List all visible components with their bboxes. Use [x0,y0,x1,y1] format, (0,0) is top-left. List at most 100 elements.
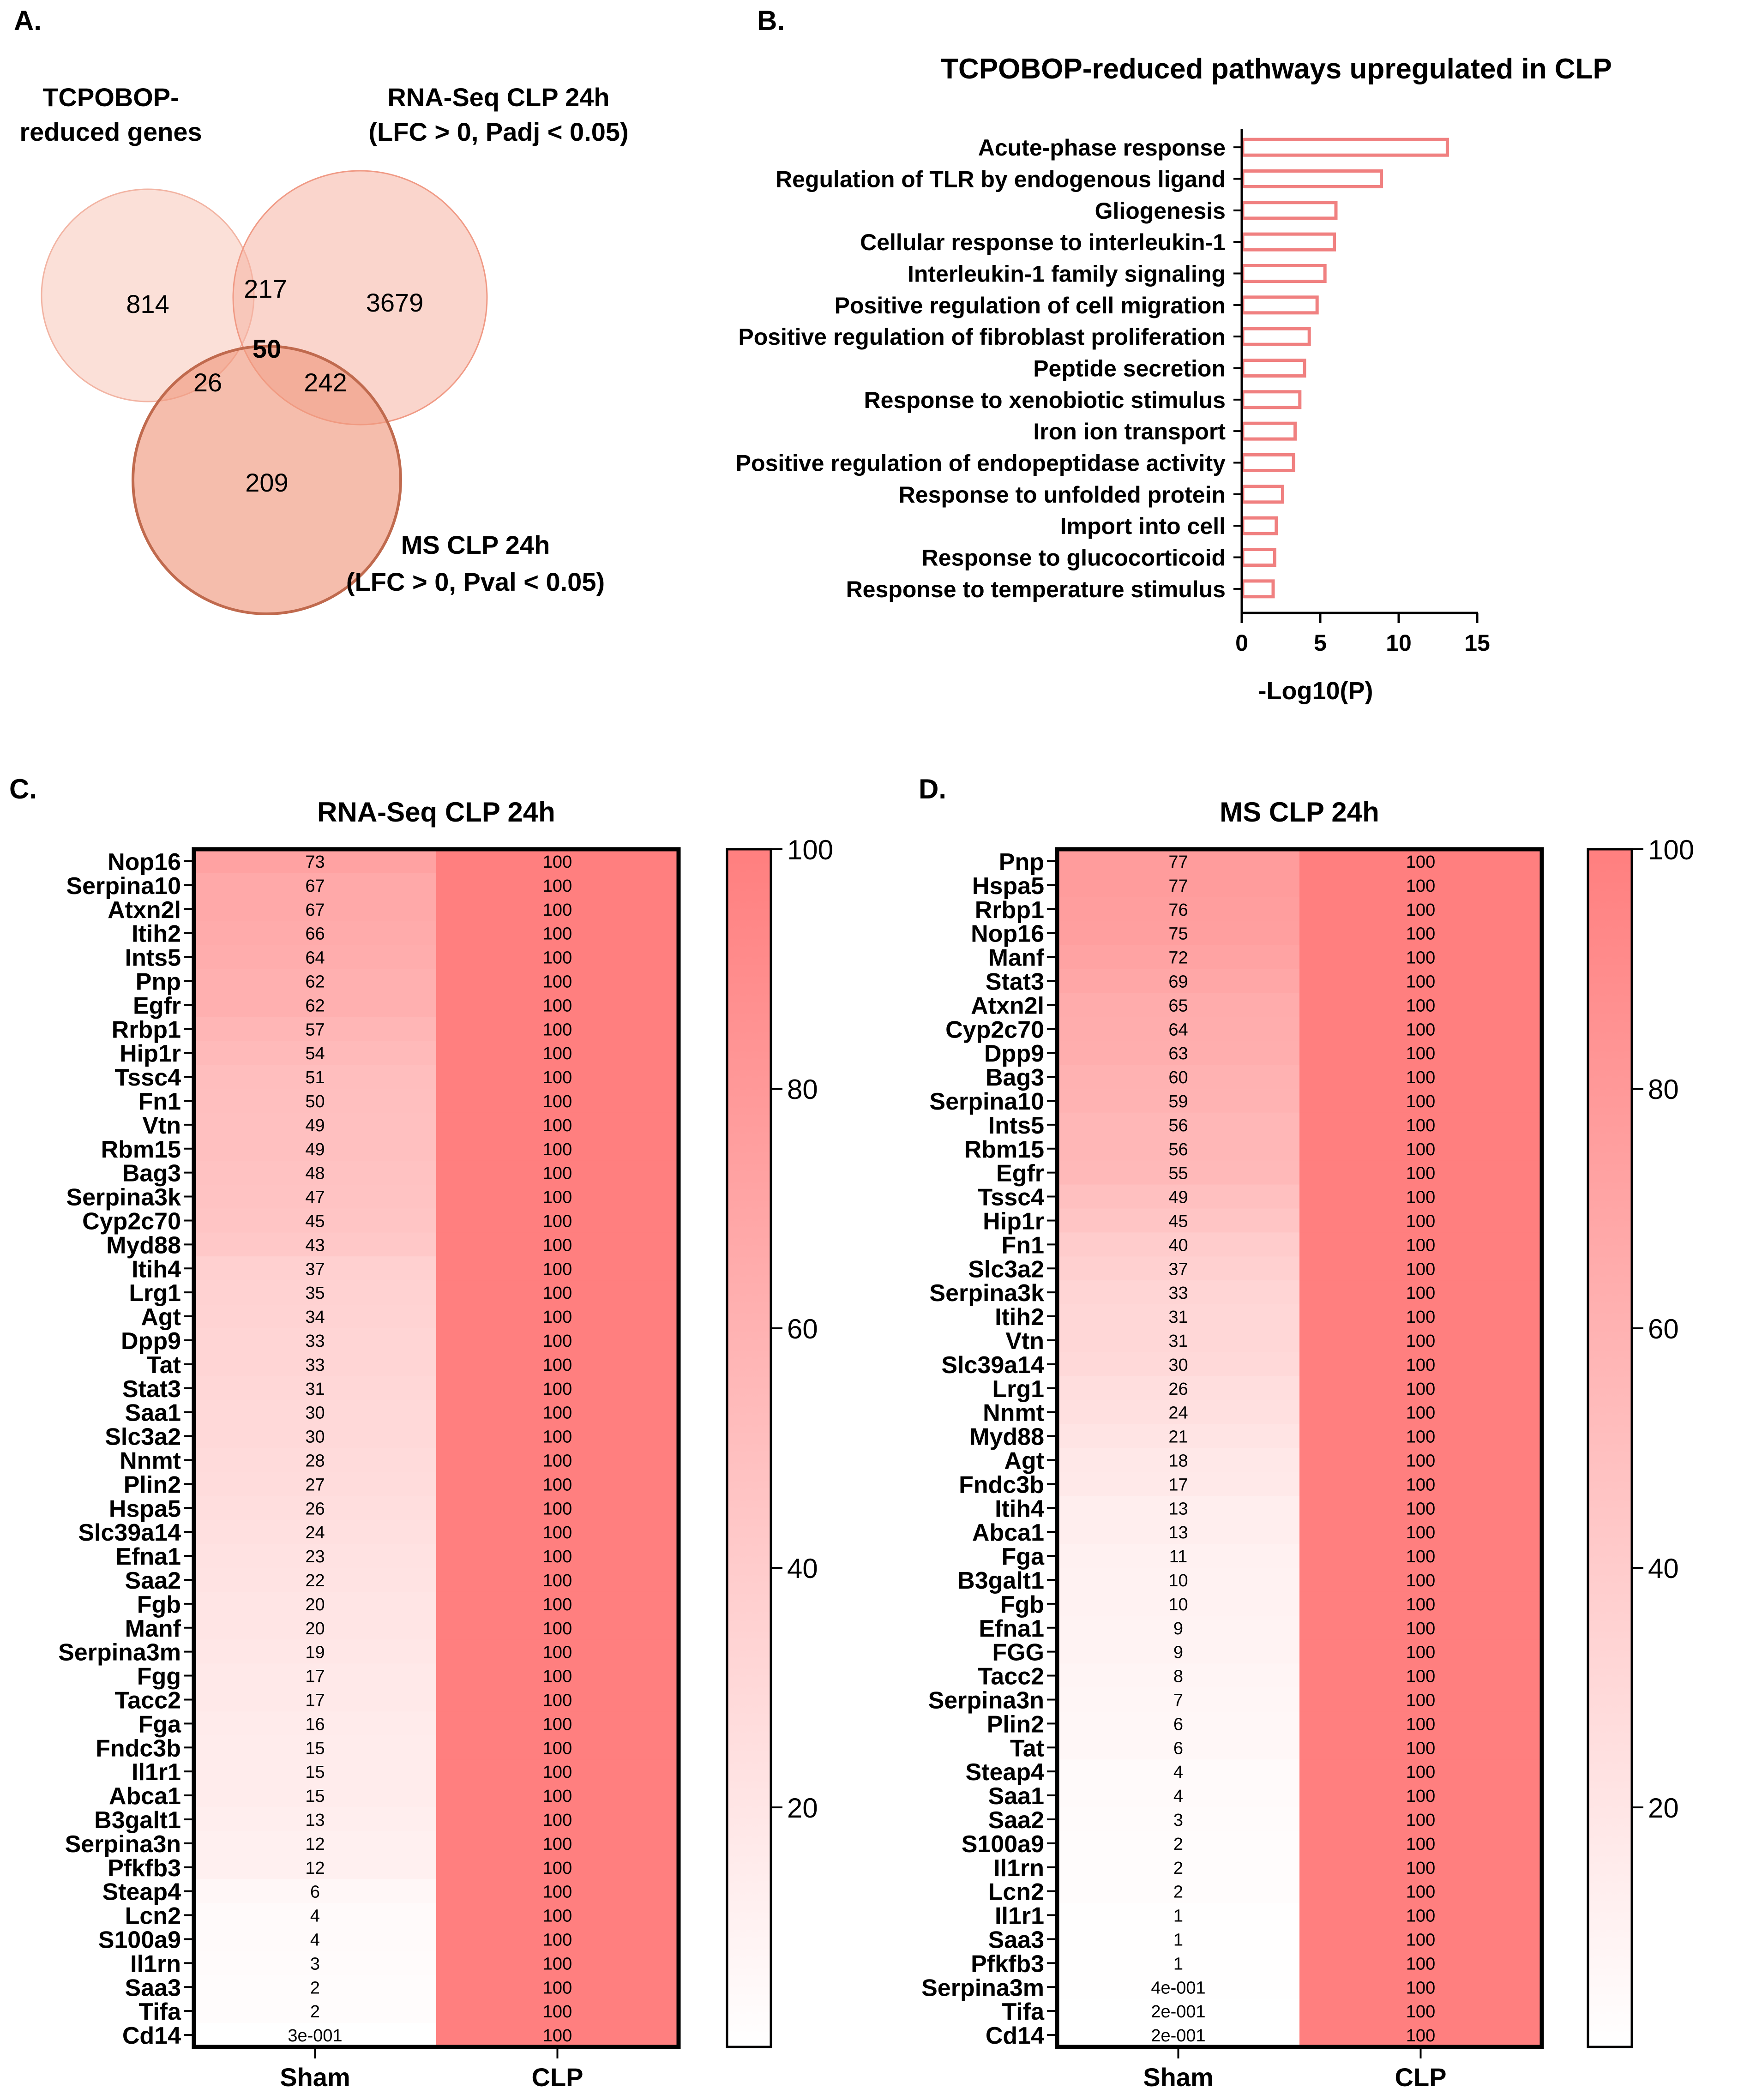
heatmap-ms-row-label-itih2: Itih2 [995,1304,1044,1331]
heatmap-rnaseq-value-sham-il1rn: 3 [310,1954,320,1974]
heatmap-rnaseq-row-label-fn1: Fn1 [138,1088,181,1115]
heatmap-ms-cell-sham-il1rn [1057,1855,1299,1880]
heatmap-rnaseq-value-clp-rrbp1: 100 [543,1020,572,1039]
heatmap-ms-value-sham-plin2: 6 [1173,1715,1183,1734]
heatmap-rnaseq-cell-sham-slc39a14 [194,1520,436,1544]
heatmap-ms-value-sham-abca1: 13 [1168,1523,1188,1542]
heatmap-rnaseq-value-clp-fndc3b: 100 [543,1739,572,1758]
heatmap-rnaseq-value-clp-serpina10: 100 [543,876,572,896]
heatmap-rnaseq-value-sham-efna1: 23 [305,1547,325,1566]
heatmap-ms-cell-clp-pfkfb3 [1299,1951,1542,1976]
heatmap-rnaseq-value-sham-manf: 20 [305,1619,325,1638]
heatmap-ms-value-clp-serpina3m: 100 [1406,1978,1435,1998]
heatmap-rnaseq-row-label-il1rn: Il1rn [130,1950,181,1977]
heatmap-rnaseq-row-label-slc3a2: Slc3a2 [105,1424,181,1451]
bar-label-positive-regulation-of-fibroblast-proliferation: Positive regulation of fibroblast prolif… [738,324,1226,350]
heatmap-rnaseq-row-label-vtn: Vtn [142,1112,181,1139]
heatmap-rnaseq-row-label-agt: Agt [141,1304,181,1331]
heatmap-rnaseq-value-clp-slc39a14: 100 [543,1523,572,1542]
bar-xtick-label: 5 [1314,630,1327,656]
heatmap-ms-row-label-saa1: Saa1 [988,1783,1044,1810]
heatmap-ms-cell-sham-lcn2 [1057,1879,1299,1904]
heatmap-ms-value-sham-pnp: 77 [1168,852,1188,872]
heatmap-ms-row-label-plin2: Plin2 [987,1711,1044,1738]
heatmap-rnaseq-cell-clp-fga [436,1711,679,1736]
heatmap-ms-row-label-fndc3b: Fndc3b [959,1471,1044,1498]
heatmap-ms-value-sham-tacc2: 8 [1173,1667,1183,1686]
heatmap-rnaseq-cell-sham-egfr [194,993,436,1018]
bar-label-response-to-glucocorticoid: Response to glucocorticoid [922,545,1226,571]
heatmap-ms-cell-sham-serpina3m [1057,1975,1299,1999]
venn-label-tcpobop-line1: TCPOBOP- [42,83,179,112]
heatmap-rnaseq-cell-sham-plin2 [194,1472,436,1497]
heatmap-rnaseq-cell-clp-stat3 [436,1376,679,1401]
heatmap-rnaseq-cell-sham-agt [194,1304,436,1329]
heatmap-ms-cell-sham-tifa [1057,1999,1299,2023]
heatmap-ms-value-clp-pnp: 100 [1406,852,1435,872]
heatmap-ms-value-clp-fgb: 100 [1406,1595,1435,1614]
heatmap-rnaseq-value-clp-abca1: 100 [543,1787,572,1806]
heatmap-rnaseq-cell-clp-saa3 [436,1975,679,1999]
heatmap-rnaseq-value-sham-serpina10: 67 [305,876,325,896]
heatmap-rnaseq-value-sham-nnmt: 28 [305,1451,325,1470]
heatmap-ms-value-clp-b3galt1: 100 [1406,1571,1435,1590]
heatmap-rnaseq-value-sham-ints5: 64 [305,948,325,968]
heatmap-rnaseq-value-sham-hspa5: 26 [305,1499,325,1518]
heatmap-rnaseq-cell-clp-s100a9 [436,1927,679,1952]
venn-label-rnaseq-line1: RNA-Seq CLP 24h [387,83,609,112]
heatmap-ms-row-label-rbm15: Rbm15 [964,1136,1044,1163]
heatmap-ms-colorbar-label: 100 [1648,834,1694,865]
heatmap-rnaseq-value-sham-cd14: 3e-001 [288,2026,342,2046]
heatmap-rnaseq-cell-sham-tssc4 [194,1065,436,1089]
heatmap-rnaseq-row-label-il1r1: Il1r1 [132,1759,181,1786]
heatmap-ms-row-label-tat: Tat [1010,1735,1044,1762]
heatmap-rnaseq-cell-clp-nnmt [436,1448,679,1473]
heatmap-ms-cell-sham-saa3 [1057,1927,1299,1952]
bar-gliogenesis [1241,201,1338,220]
heatmap-rnaseq-cell-clp-serpina3n [436,1831,679,1856]
heatmap-ms-cell-clp-s100a9 [1299,1831,1542,1856]
heatmap-rnaseq-cell-clp-fgg [436,1663,679,1688]
heatmap-rnaseq-cell-clp-bag3 [436,1160,679,1185]
heatmap-ms-cell-clp-fgb [1299,1591,1542,1616]
heatmap-rnaseq-cell-clp-slc39a14 [436,1520,679,1544]
heatmap-rnaseq-colorbar-label: 80 [787,1074,818,1105]
heatmap-rnaseq-value-clp-fn1: 100 [543,1092,572,1111]
heatmap-rnaseq-value-clp-cyp2c70: 100 [543,1212,572,1231]
heatmap-ms-cell-sham-fga [1057,1544,1299,1568]
heatmap-rnaseq-col-label-clp: CLP [532,2063,583,2092]
heatmap-rnaseq-row-label-rrbp1: Rrbp1 [112,1016,181,1043]
heatmap-ms-row-label-saa2: Saa2 [988,1807,1044,1834]
heatmap-ms-cell-clp-serpina3m [1299,1975,1542,1999]
heatmap-ms-cell-clp-rbm15 [1299,1136,1542,1161]
heatmap-ms-row-label-cd14: Cd14 [986,2022,1044,2049]
heatmap-rnaseq-row-label-dpp9: Dpp9 [121,1328,181,1355]
bar-regulation-of-tlr-by-endogenous-ligand [1241,169,1383,188]
heatmap-ms-row-label-manf: Manf [988,945,1045,972]
heatmap-rnaseq-value-clp-pfkfb3: 100 [543,1859,572,1878]
heatmap-rnaseq-row-label-fga: Fga [138,1711,182,1738]
heatmap-ms-value-sham-lrg1: 26 [1168,1380,1188,1399]
heatmap-ms-value-sham-saa3: 1 [1173,1930,1183,1950]
heatmap-ms-colorbar-label: 80 [1648,1074,1679,1105]
heatmap-ms-value-sham-tssc4: 49 [1168,1188,1188,1207]
heatmap-rnaseq-cell-sham-lcn2 [194,1903,436,1928]
heatmap-ms-value-sham-rbm15: 56 [1168,1140,1188,1159]
heatmap-ms-cell-clp-serpina10 [1299,1089,1542,1113]
heatmap-rnaseq-cell-clp-cyp2c70 [436,1208,679,1233]
heatmap-rnaseq-cell-sham-ints5 [194,945,436,970]
heatmap-rnaseq-value-clp-serpina3n: 100 [543,1835,572,1854]
heatmap-ms-value-sham-stat3: 69 [1168,972,1188,991]
heatmap-ms-value-sham-agt: 18 [1168,1451,1188,1470]
heatmap-rnaseq-row-label-lcn2: Lcn2 [125,1903,181,1930]
heatmap-rnaseq-cell-clp-tifa [436,1999,679,2023]
heatmap-rnaseq-cell-sham-tifa [194,1999,436,2023]
heatmap-ms-cell-clp-b3galt1 [1299,1568,1542,1592]
heatmap-rnaseq-row-label-itih2: Itih2 [132,921,181,948]
heatmap-ms-value-sham-slc39a14: 30 [1168,1356,1188,1375]
heatmap-ms-row-label-b3galt1: B3galt1 [957,1567,1044,1594]
panel-label-a: A. [14,5,42,36]
heatmap-ms-value-clp-nnmt: 100 [1406,1404,1435,1423]
venn-label-rnaseq-line2: (LFC > 0, Padj < 0.05) [368,117,628,146]
